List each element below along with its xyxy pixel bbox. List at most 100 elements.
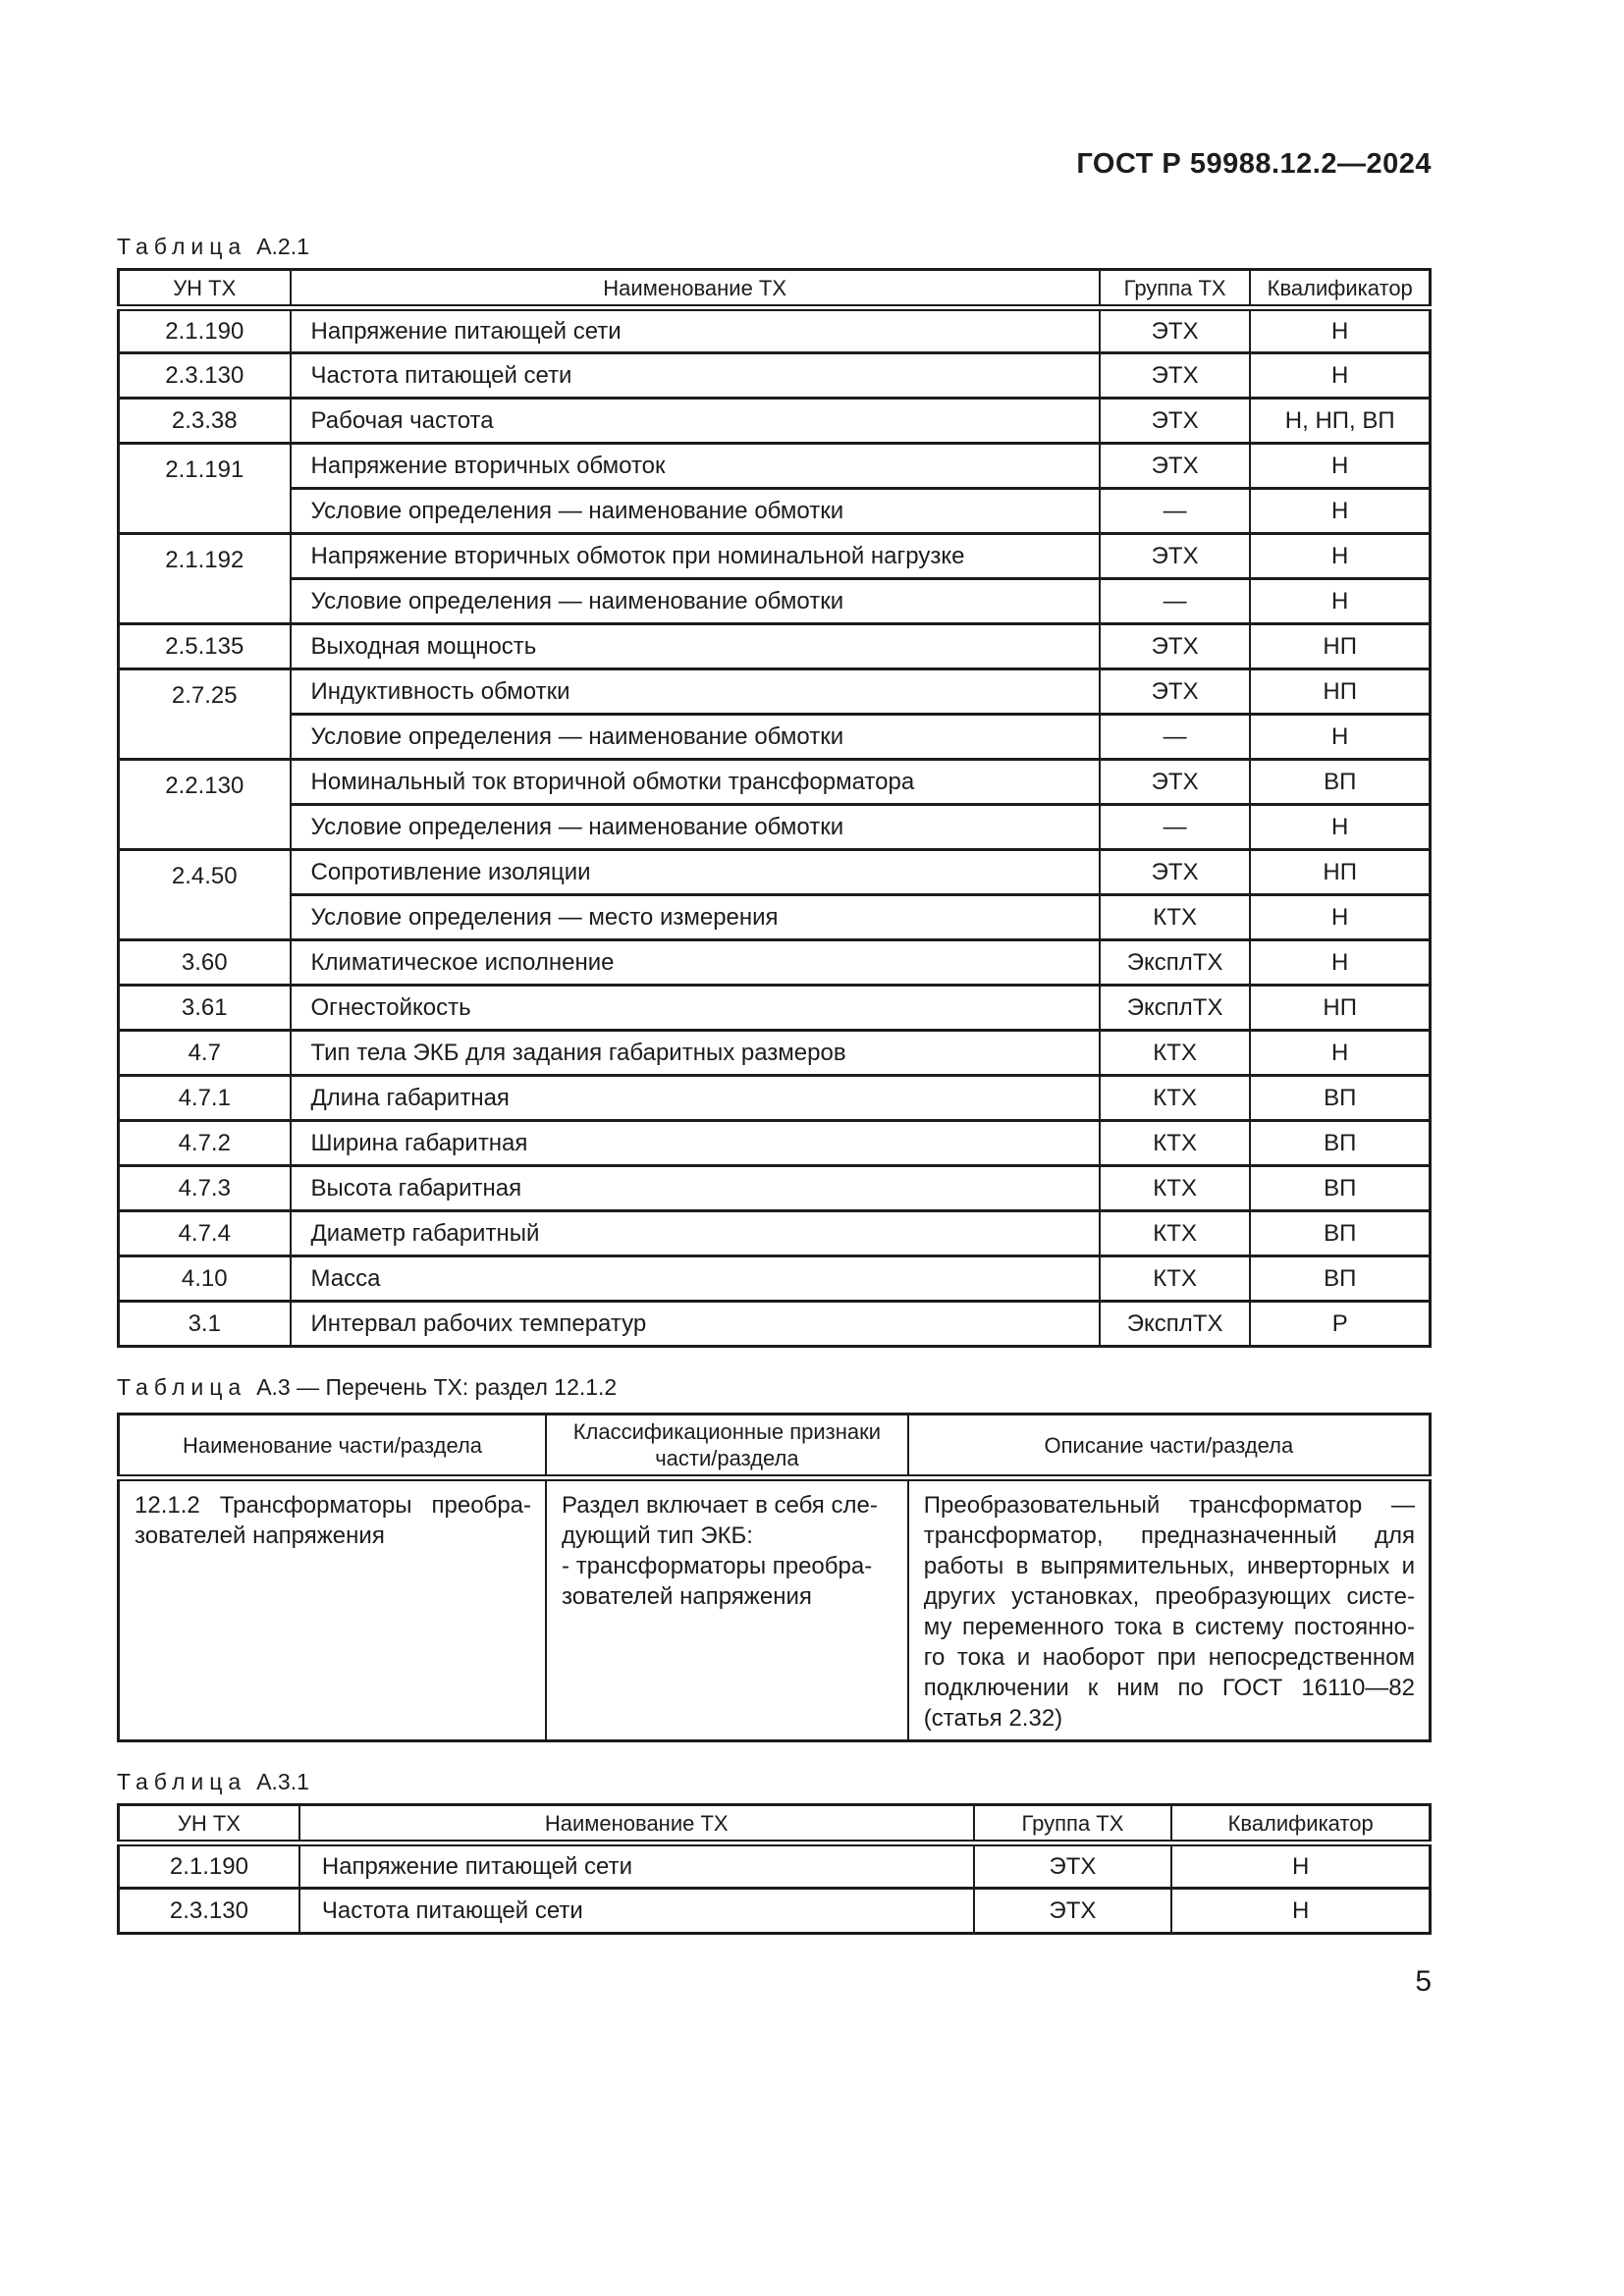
column-header-un: УН ТХ: [117, 268, 292, 311]
document-header: ГОСТ Р 59988.12.2—2024: [1076, 148, 1432, 180]
cell-name: Рабочая частота: [289, 397, 1101, 445]
cell-name: Условие определения — место измерения: [289, 893, 1101, 941]
column-header-qual: Квалификатор: [1170, 1803, 1432, 1846]
cell-group: ЭксплТХ: [1098, 984, 1252, 1032]
table-row: 4.7 Тип тела ЭКБ для задания габаритных …: [117, 1029, 1432, 1077]
cell-un: 3.1: [117, 1300, 292, 1348]
table-row: 12.1.2 Трансформаторы преобра- зователей…: [117, 1476, 1432, 1742]
cell-group: —: [1098, 577, 1252, 625]
cell-group: —: [1098, 803, 1252, 851]
cell-un: 2.1.190: [117, 1842, 300, 1890]
cell-name: Напряжение вторичных обмоток: [289, 442, 1101, 490]
cell-group: ЭТХ: [972, 1842, 1173, 1890]
table-row: 2.4.50 Сопротивление изоляции ЭТХ НП: [117, 848, 1432, 941]
table-title-word: Таблица: [117, 234, 247, 259]
cell-un: 2.7.25: [117, 667, 292, 761]
text-line: Раздел включает в себя сле-: [562, 1492, 878, 1519]
cell-name: Масса: [289, 1255, 1101, 1303]
table-a3: Наименование части/раздела Классификацио…: [117, 1413, 1432, 1742]
cell-qual: ВП: [1249, 1255, 1432, 1303]
text-line: му переменного тока в систему постоянно-: [923, 1614, 1415, 1640]
table-row: 2.3.38 Рабочая частота ЭТХ Н, НП, ВП: [117, 397, 1432, 445]
table-subrow: Условие определения — наименование обмот…: [119, 713, 1432, 761]
cell-name: Огнестойкость: [289, 984, 1101, 1032]
table-a3-title: Таблица А.3 — Перечень ТХ: раздел 12.1.2: [117, 1373, 1432, 1401]
table-row: 4.10 Масса КТХ ВП: [117, 1255, 1432, 1303]
column-header-description: Описание части/раздела: [906, 1413, 1432, 1481]
cell-qual: Н: [1170, 1842, 1432, 1890]
column-header-name: Наименование ТХ: [289, 268, 1101, 311]
column-header-group: Группа ТХ: [1098, 268, 1252, 311]
text-line: (статья 2.32): [923, 1705, 1063, 1732]
cell-name: Длина габаритная: [289, 1074, 1101, 1122]
table-a21: УН ТХ Наименование ТХ Группа ТХ Квалифик…: [117, 268, 1432, 1348]
table-row: 2.1.190 Напряжение питающей сети ЭТХ Н: [117, 306, 1432, 354]
table-row: 4.7.4 Диаметр габаритный КТХ ВП: [117, 1209, 1432, 1257]
cell-name: Выходная мощность: [289, 622, 1101, 670]
text-line: подключении к ним по ГОСТ 16110—82: [923, 1675, 1415, 1701]
cell-name: Напряжение вторичных обмоток при номинал…: [289, 532, 1101, 580]
cell-qual: НП: [1249, 848, 1432, 896]
table-row: 4.7.3 Высота габаритная КТХ ВП: [117, 1164, 1432, 1212]
table-row: 2.1.190 Напряжение питающей сети ЭТХ Н: [117, 1842, 1432, 1890]
table-row: 2.2.130 Номинальный ток вторичной обмотк…: [117, 758, 1432, 851]
cell-name: Напряжение питающей сети: [289, 306, 1101, 354]
column-header-group: Группа ТХ: [972, 1803, 1173, 1846]
table-a31-title: Таблица А.3.1: [117, 1768, 1432, 1795]
cell-group: КТХ: [1098, 893, 1252, 941]
table-row: 3.61 Огнестойкость ЭксплТХ НП: [117, 984, 1432, 1032]
cell-name: Диаметр габаритный: [289, 1209, 1101, 1257]
cell-group: ЭТХ: [972, 1887, 1173, 1935]
cell-qual: НП: [1249, 984, 1432, 1032]
cell-qual: Н: [1249, 306, 1432, 354]
cell-group: ЭТХ: [1098, 397, 1252, 445]
cell-un: 4.7.2: [117, 1119, 292, 1167]
cell-qual: Н: [1249, 532, 1432, 580]
cell-group: ЭТХ: [1098, 442, 1252, 490]
cell-qual: ВП: [1249, 1074, 1432, 1122]
table-header-row: УН ТХ Наименование ТХ Группа ТХ Квалифик…: [117, 1803, 1432, 1846]
cell-group: ЭксплТХ: [1098, 1300, 1252, 1348]
cell-un: 2.5.135: [117, 622, 292, 670]
column-header-part-name: Наименование части/раздела: [117, 1413, 548, 1481]
cell-qual: ВП: [1249, 1164, 1432, 1212]
cell-group: ЭТХ: [1098, 848, 1252, 896]
cell-name: Номинальный ток вторичной обмотки трансф…: [289, 758, 1101, 806]
cell-un: 4.7.1: [117, 1074, 292, 1122]
cell-un: 2.1.191: [117, 442, 292, 535]
cell-un: 2.3.130: [117, 351, 292, 400]
cell-un: 2.2.130: [117, 758, 292, 851]
table-subrow: Условие определения — наименование обмот…: [119, 803, 1432, 851]
cell-name: Тип тела ЭКБ для задания габаритных разм…: [289, 1029, 1101, 1077]
cell-qual: Н: [1249, 803, 1432, 851]
cell-name: Условие определения — наименование обмот…: [289, 487, 1101, 535]
cell-group: КТХ: [1098, 1119, 1252, 1167]
cell-qual: НП: [1249, 667, 1432, 716]
cell-qual: Р: [1249, 1300, 1432, 1348]
table-row: 2.1.192 Напряжение вторичных обмоток при…: [117, 532, 1432, 625]
column-header-un: УН ТХ: [117, 1803, 300, 1846]
table-row: 2.3.130 Частота питающей сети ЭТХ Н: [117, 351, 1432, 400]
cell-qual: Н: [1249, 893, 1432, 941]
cell-group: ЭксплТХ: [1098, 938, 1252, 987]
cell-un: 3.61: [117, 984, 292, 1032]
table-subrow: Условие определения — наименование обмот…: [119, 577, 1432, 625]
cell-group: ЭТХ: [1098, 758, 1252, 806]
cell-un: 2.3.38: [117, 397, 292, 445]
cell-un: 3.60: [117, 938, 292, 987]
text-line: - трансформаторы преобра-: [562, 1553, 873, 1579]
table-row: 3.60 Климатическое исполнение ЭксплТХ Н: [117, 938, 1432, 987]
cell-un: 2.3.130: [117, 1887, 300, 1935]
cell-name: Индуктивность обмотки: [289, 667, 1101, 716]
cell-name: Климатическое исполнение: [289, 938, 1101, 987]
cell-group: КТХ: [1098, 1209, 1252, 1257]
table-row: 4.7.2 Ширина габаритная КТХ ВП: [117, 1119, 1432, 1167]
table-title-number: А.2.1: [256, 234, 309, 259]
cell-part-name: 12.1.2 Трансформаторы преобра- зователей…: [117, 1476, 548, 1742]
cell-group: КТХ: [1098, 1029, 1252, 1077]
table-row: 2.1.191 Напряжение вторичных обмоток ЭТХ…: [117, 442, 1432, 535]
cell-qual: Н: [1249, 713, 1432, 761]
cell-group: —: [1098, 713, 1252, 761]
cell-group: ЭТХ: [1098, 622, 1252, 670]
